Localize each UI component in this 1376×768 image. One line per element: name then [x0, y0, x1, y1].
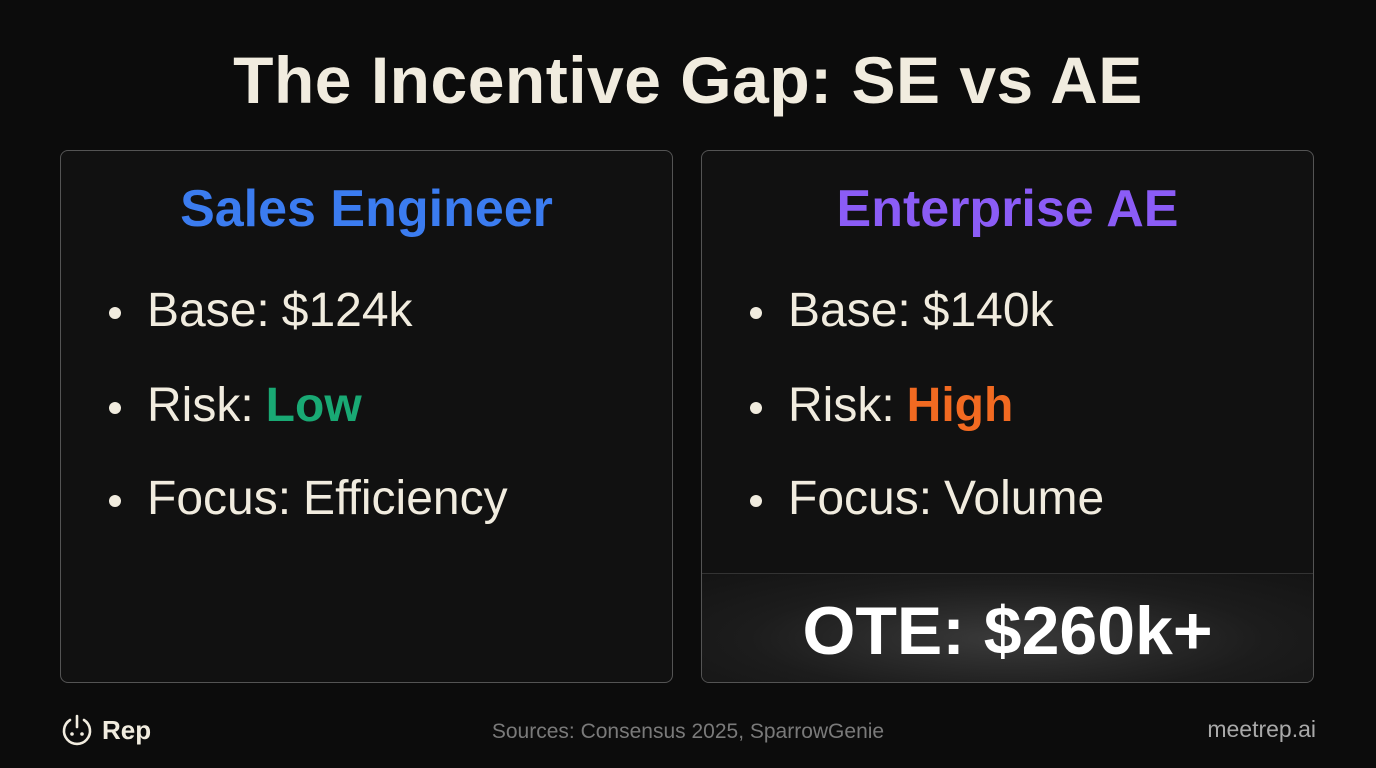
- item-label: Base:: [788, 284, 911, 337]
- item-value: Volume: [944, 472, 1105, 525]
- site: meetrep.ai: [1207, 716, 1316, 742]
- item-value: High: [906, 379, 1014, 432]
- brand: Rep: [60, 710, 151, 750]
- item-value: $124k: [281, 284, 413, 337]
- bullet: [109, 495, 121, 507]
- bullet-item: Risk: Low: [109, 378, 362, 433]
- bullet-item: Base: $140k: [750, 283, 1054, 338]
- highlight-text: OTE: $260k+: [802, 593, 1213, 669]
- bullet-item: Focus: Efficiency: [109, 471, 508, 526]
- item-value: $140k: [922, 284, 1054, 337]
- bullet: [109, 402, 121, 414]
- item-label: Focus:: [788, 472, 933, 525]
- bullet: [750, 495, 762, 507]
- card: Enterprise AE Base: $140k Risk: High Focus…: [701, 150, 1314, 683]
- bullet-item: Risk: High: [750, 378, 1014, 433]
- brand-name: Rep: [102, 714, 152, 745]
- bullet-item: Focus: Volume: [750, 471, 1105, 526]
- sources: Sources: Consensus 2025, SparrowGenie: [491, 720, 885, 743]
- card-heading: Enterprise AE: [836, 180, 1179, 238]
- brand-icon: [62, 714, 92, 746]
- card: Sales Engineer Base: $124k Risk: Low Focus…: [60, 150, 673, 683]
- item-value: Efficiency: [303, 472, 508, 525]
- item-label: Risk:: [147, 379, 254, 432]
- bullet: [750, 402, 762, 414]
- item-label: Focus:: [147, 472, 292, 525]
- highlight-band: OTE: $260k+: [702, 573, 1313, 682]
- item-label: Risk:: [788, 379, 895, 432]
- bullet: [109, 307, 121, 319]
- item-label: Base:: [147, 284, 270, 337]
- title: The Incentive Gap: SE vs AE: [233, 43, 1143, 117]
- item-value: Low: [265, 379, 362, 432]
- bullet: [750, 307, 762, 319]
- card-heading: Sales Engineer: [180, 180, 553, 238]
- bullet-item: Base: $124k: [109, 283, 413, 338]
